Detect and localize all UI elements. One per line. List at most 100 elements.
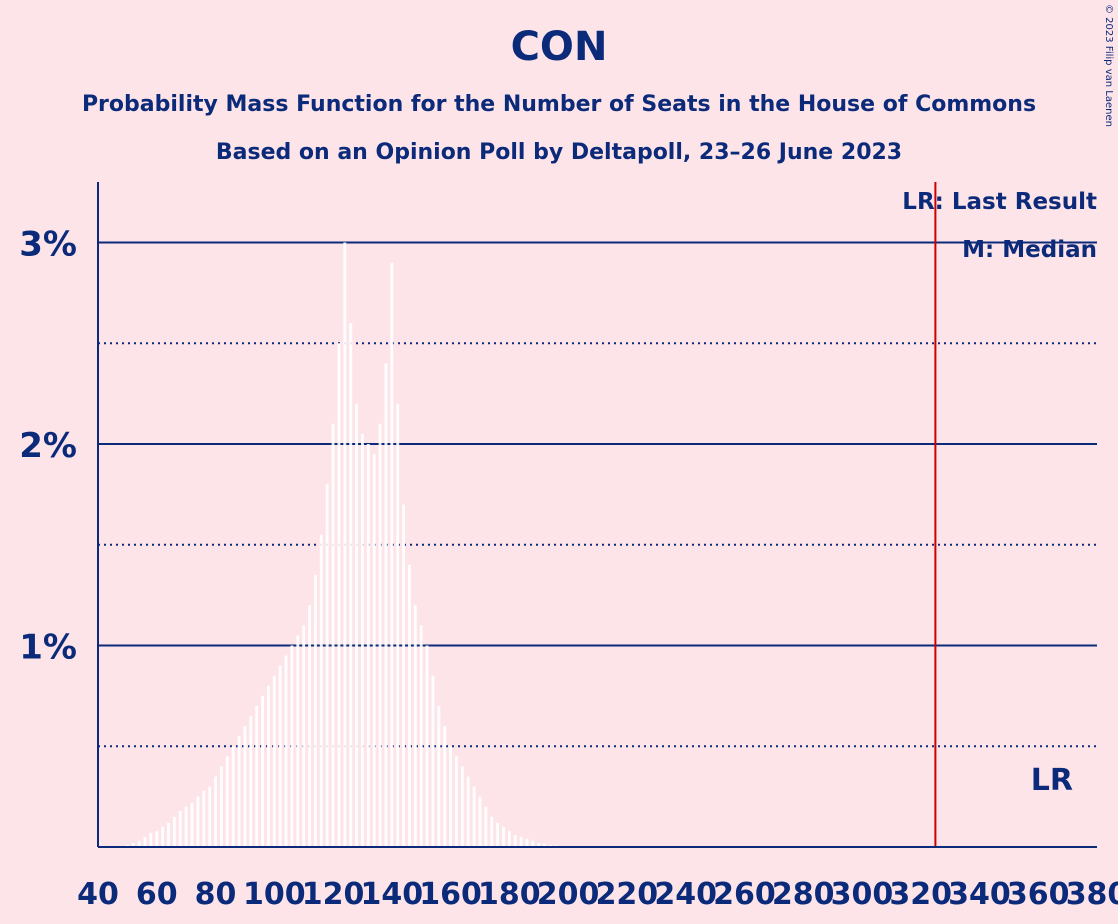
pmf-bar [366,443,370,847]
pmf-bar [319,534,323,847]
x-tick-label: 100 [243,877,306,912]
pmf-bar [161,826,165,847]
pmf-bar [478,796,482,847]
pmf-bar [343,242,347,848]
y-tick-label: 1% [19,627,77,667]
pmf-bar [331,423,335,847]
pmf-bar [255,705,259,847]
legend-last-result: LR: Last Result [902,189,1097,215]
pmf-bar [225,756,229,847]
x-tick-label: 380 [1066,877,1118,912]
pmf-bar [443,726,447,847]
x-tick-label: 60 [136,877,178,912]
pmf-bar [219,766,223,847]
pmf-bar [167,822,170,847]
x-tick-label: 320 [889,877,952,912]
x-tick-label: 260 [713,877,776,912]
pmf-bar [184,806,188,847]
x-tick-label: 340 [948,877,1011,912]
x-tick-label: 80 [195,877,237,912]
pmf-bar [543,843,547,847]
pmf-bar [402,504,406,847]
pmf-bar [172,816,176,847]
pmf-bar [196,796,200,847]
pmf-bar [466,776,470,847]
pmf-bar [355,403,359,847]
pmf-bar [507,830,511,847]
y-tick-label: 2% [19,426,77,466]
pmf-bar [413,605,417,847]
x-tick-label: 120 [302,877,365,912]
pmf-bar [178,810,182,847]
lr-marker-label: LR [1031,763,1073,798]
pmf-bar [278,665,282,847]
pmf-bar [490,816,494,847]
pmf-bar [431,675,435,847]
pmf-bar [513,834,517,847]
x-tick-label: 220 [596,877,659,912]
x-tick-label: 180 [478,877,541,912]
pmf-bar [519,836,523,847]
x-tick-label: 300 [831,877,894,912]
pmf-bar [290,645,294,847]
pmf-bar [125,844,129,847]
pmf-bar [337,343,341,847]
bar-layer [125,242,570,848]
x-tick-label: 240 [654,877,717,912]
pmf-bar [131,842,135,847]
pmf-bar [437,705,441,847]
pmf-bar [372,454,376,847]
pmf-bar [537,842,541,847]
pmf-bar [419,625,423,847]
pmf-bar [313,574,317,847]
pmf-bar [349,323,353,847]
pmf-bar [149,832,153,847]
pmf-bar [155,830,159,847]
chart-subtitle-1: Probability Mass Function for the Number… [81,92,1037,117]
x-tick-label: 200 [537,877,600,912]
pmf-bar [325,484,329,847]
pmf-bar [302,625,306,847]
x-tick-label: 360 [1007,877,1070,912]
pmf-bar [272,675,276,847]
pmf-bar [266,685,270,847]
pmf-bar [237,736,241,847]
pmf-bar [190,802,194,847]
pmf-bar [454,756,458,847]
pmf-bar [243,726,247,847]
pmf-bar [143,836,147,847]
grid-layer [98,241,1097,748]
y-tick-label: 3% [19,224,77,264]
pmf-bar [296,635,300,847]
pmf-bar [284,655,288,847]
pmf-bar [472,786,476,847]
pmf-bar [549,844,552,847]
x-tick-label: 160 [419,877,482,912]
pmf-bar [308,605,312,847]
x-tick-label: 40 [77,877,119,912]
pmf-bar [531,840,535,847]
pmf-bar [407,564,411,847]
pmf-bar [261,695,265,847]
pmf-bar [378,423,382,847]
pmf-bar [208,786,212,847]
pmf-bar [449,746,453,847]
pmf-bar [214,776,217,847]
chart-title: CON [510,24,608,70]
pmf-bar [396,403,400,847]
pmf-bar [460,766,464,847]
pmf-bar [360,433,364,847]
pmf-bar [525,838,529,847]
pmf-bar [384,363,388,847]
legend-median: M: Median [962,237,1097,263]
pmf-bar [249,716,253,847]
x-tick-label: 140 [361,877,424,912]
pmf-bar [484,806,488,847]
pmf-bar [425,645,429,847]
chart-subtitle-2: Based on an Opinion Poll by Deltapoll, 2… [215,140,903,165]
x-tick-label: 280 [772,877,835,912]
pmf-bar [502,826,505,847]
pmf-bar [231,746,235,847]
axis-layer: 1% 2% 3% 40 60 80 1001201401601802002202402602… [19,182,1118,912]
